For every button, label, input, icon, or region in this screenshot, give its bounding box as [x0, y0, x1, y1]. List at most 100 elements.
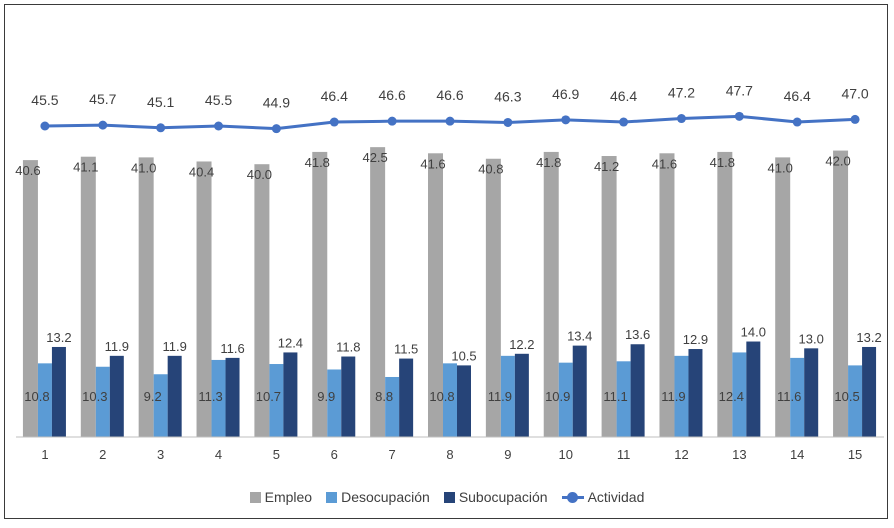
empleo-bar: [254, 164, 270, 437]
desocupacion-data-label: 10.5: [834, 389, 859, 404]
legend-item: Empleo: [249, 489, 313, 505]
legend-label: Subocupación: [458, 489, 548, 505]
desocupacion-data-label: 9.2: [144, 389, 162, 404]
desocupacion-data-label: 11.9: [661, 389, 685, 404]
desocupacion-data-label: 9.9: [317, 389, 335, 404]
x-tick-label: 3: [157, 447, 164, 462]
actividad-data-label: 47.2: [668, 85, 695, 101]
actividad-point: [40, 121, 50, 131]
subocupacion-bar: [109, 355, 124, 437]
subocupacion-data-label: 11.8: [336, 340, 360, 355]
actividad-point: [156, 123, 166, 133]
actividad-data-label: 47.0: [841, 85, 868, 101]
legend-item: Desocupación: [326, 489, 430, 505]
desocupacion-bar: [790, 357, 805, 437]
empleo-bar: [717, 151, 733, 437]
empleo-bar: [370, 147, 386, 437]
desocupacion-data-label: 10.8: [24, 389, 49, 404]
empleo-data-label: 40.8: [478, 162, 503, 177]
subocupacion-data-label: 13.2: [46, 330, 71, 345]
x-tick-label: 11: [617, 447, 631, 462]
actividad-point: [329, 117, 339, 127]
x-tick-label: 12: [674, 447, 688, 462]
empleo-bar: [543, 151, 559, 437]
empleo-bar: [312, 151, 328, 437]
desocupacion-bar: [500, 355, 515, 437]
actividad-point: [676, 114, 686, 124]
subocupacion-data-label: 13.2: [856, 330, 881, 345]
subocupacion-bar: [341, 356, 356, 437]
empleo-bar: [196, 161, 212, 438]
desocupacion-data-label: 11.6: [777, 389, 801, 404]
empleo-bar: [833, 150, 849, 437]
actividad-data-label: 44.9: [263, 95, 290, 111]
subocupacion-bar: [688, 349, 703, 437]
x-tick-label: 14: [790, 447, 804, 462]
empleo-data-label: 40.0: [247, 167, 272, 182]
x-tick-label: 8: [446, 447, 453, 462]
legend-swatch: [443, 491, 455, 503]
empleo-bar: [775, 157, 791, 437]
x-tick-label: 7: [389, 447, 396, 462]
actividad-data-label: 46.9: [552, 86, 579, 102]
actividad-point: [445, 116, 455, 126]
empleo-data-label: 41.2: [594, 159, 619, 174]
legend-label: Empleo: [264, 489, 313, 505]
actividad-data-label: 46.6: [436, 87, 463, 103]
desocupacion-data-label: 11.1: [603, 389, 627, 404]
actividad-point: [387, 116, 397, 126]
desocupacion-bar: [95, 366, 110, 437]
subocupacion-bar: [630, 344, 645, 437]
subocupacion-data-label: 13.4: [567, 329, 592, 344]
actividad-data-label: 46.4: [321, 88, 348, 104]
desocupacion-bar: [848, 365, 863, 437]
x-tick-label: 15: [848, 447, 862, 462]
desocupacion-data-label: 8.8: [375, 389, 393, 404]
subocupacion-bar: [51, 346, 66, 437]
subocupacion-data-label: 12.4: [278, 335, 303, 350]
desocupacion-bar: [211, 359, 226, 437]
actividad-point: [619, 117, 629, 127]
subocupacion-bar: [862, 346, 877, 437]
desocupacion-data-label: 10.7: [256, 389, 281, 404]
subocupacion-data-label: 14.0: [741, 325, 766, 340]
desocupacion-data-label: 10.8: [429, 389, 454, 404]
actividad-point: [98, 120, 108, 130]
x-tick-label: 5: [273, 447, 280, 462]
empleo-data-label: 41.8: [710, 155, 735, 170]
desocupacion-data-label: 10.3: [82, 389, 107, 404]
actividad-point: [734, 111, 744, 121]
chart-svg: 40.6 10.8 13.2 1 41.1 10.3 11.9 2 41.0 9.2 11.9 3 40…: [15, 82, 884, 462]
empleo-data-label: 41.0: [768, 160, 793, 175]
actividad-data-label: 46.6: [379, 87, 406, 103]
desocupacion-bar: [385, 376, 400, 437]
x-tick-label: 2: [99, 447, 106, 462]
desocupacion-bar: [37, 363, 52, 437]
subocupacion-data-label: 11.5: [394, 342, 418, 357]
desocupacion-bar: [616, 361, 631, 437]
empleo-data-label: 41.8: [305, 155, 330, 170]
subocupacion-data-label: 11.9: [162, 339, 186, 354]
desocupacion-bar: [558, 362, 573, 437]
empleo-data-label: 41.6: [652, 156, 677, 171]
subocupacion-data-label: 13.0: [799, 331, 824, 346]
actividad-data-label: 45.5: [31, 92, 58, 108]
empleo-bar: [601, 156, 617, 438]
x-tick-label: 4: [215, 447, 222, 462]
legend-item: Actividad: [561, 489, 644, 505]
actividad-data-label: 46.4: [610, 88, 637, 104]
x-tick-label: 9: [504, 447, 511, 462]
actividad-point: [271, 124, 281, 134]
desocupacion-data-label: 12.4: [719, 389, 744, 404]
actividad-point: [214, 121, 224, 131]
subocupacion-data-label: 11.6: [220, 341, 244, 356]
x-tick-label: 10: [558, 447, 572, 462]
subocupacion-data-label: 12.2: [509, 337, 534, 352]
actividad-data-label: 45.5: [205, 92, 232, 108]
empleo-data-label: 42.5: [362, 150, 387, 165]
actividad-data-label: 45.7: [89, 91, 116, 107]
subocupacion-bar: [804, 348, 819, 437]
empleo-bar: [485, 158, 501, 437]
empleo-data-label: 41.6: [420, 156, 445, 171]
subocupacion-data-label: 13.6: [625, 327, 650, 342]
